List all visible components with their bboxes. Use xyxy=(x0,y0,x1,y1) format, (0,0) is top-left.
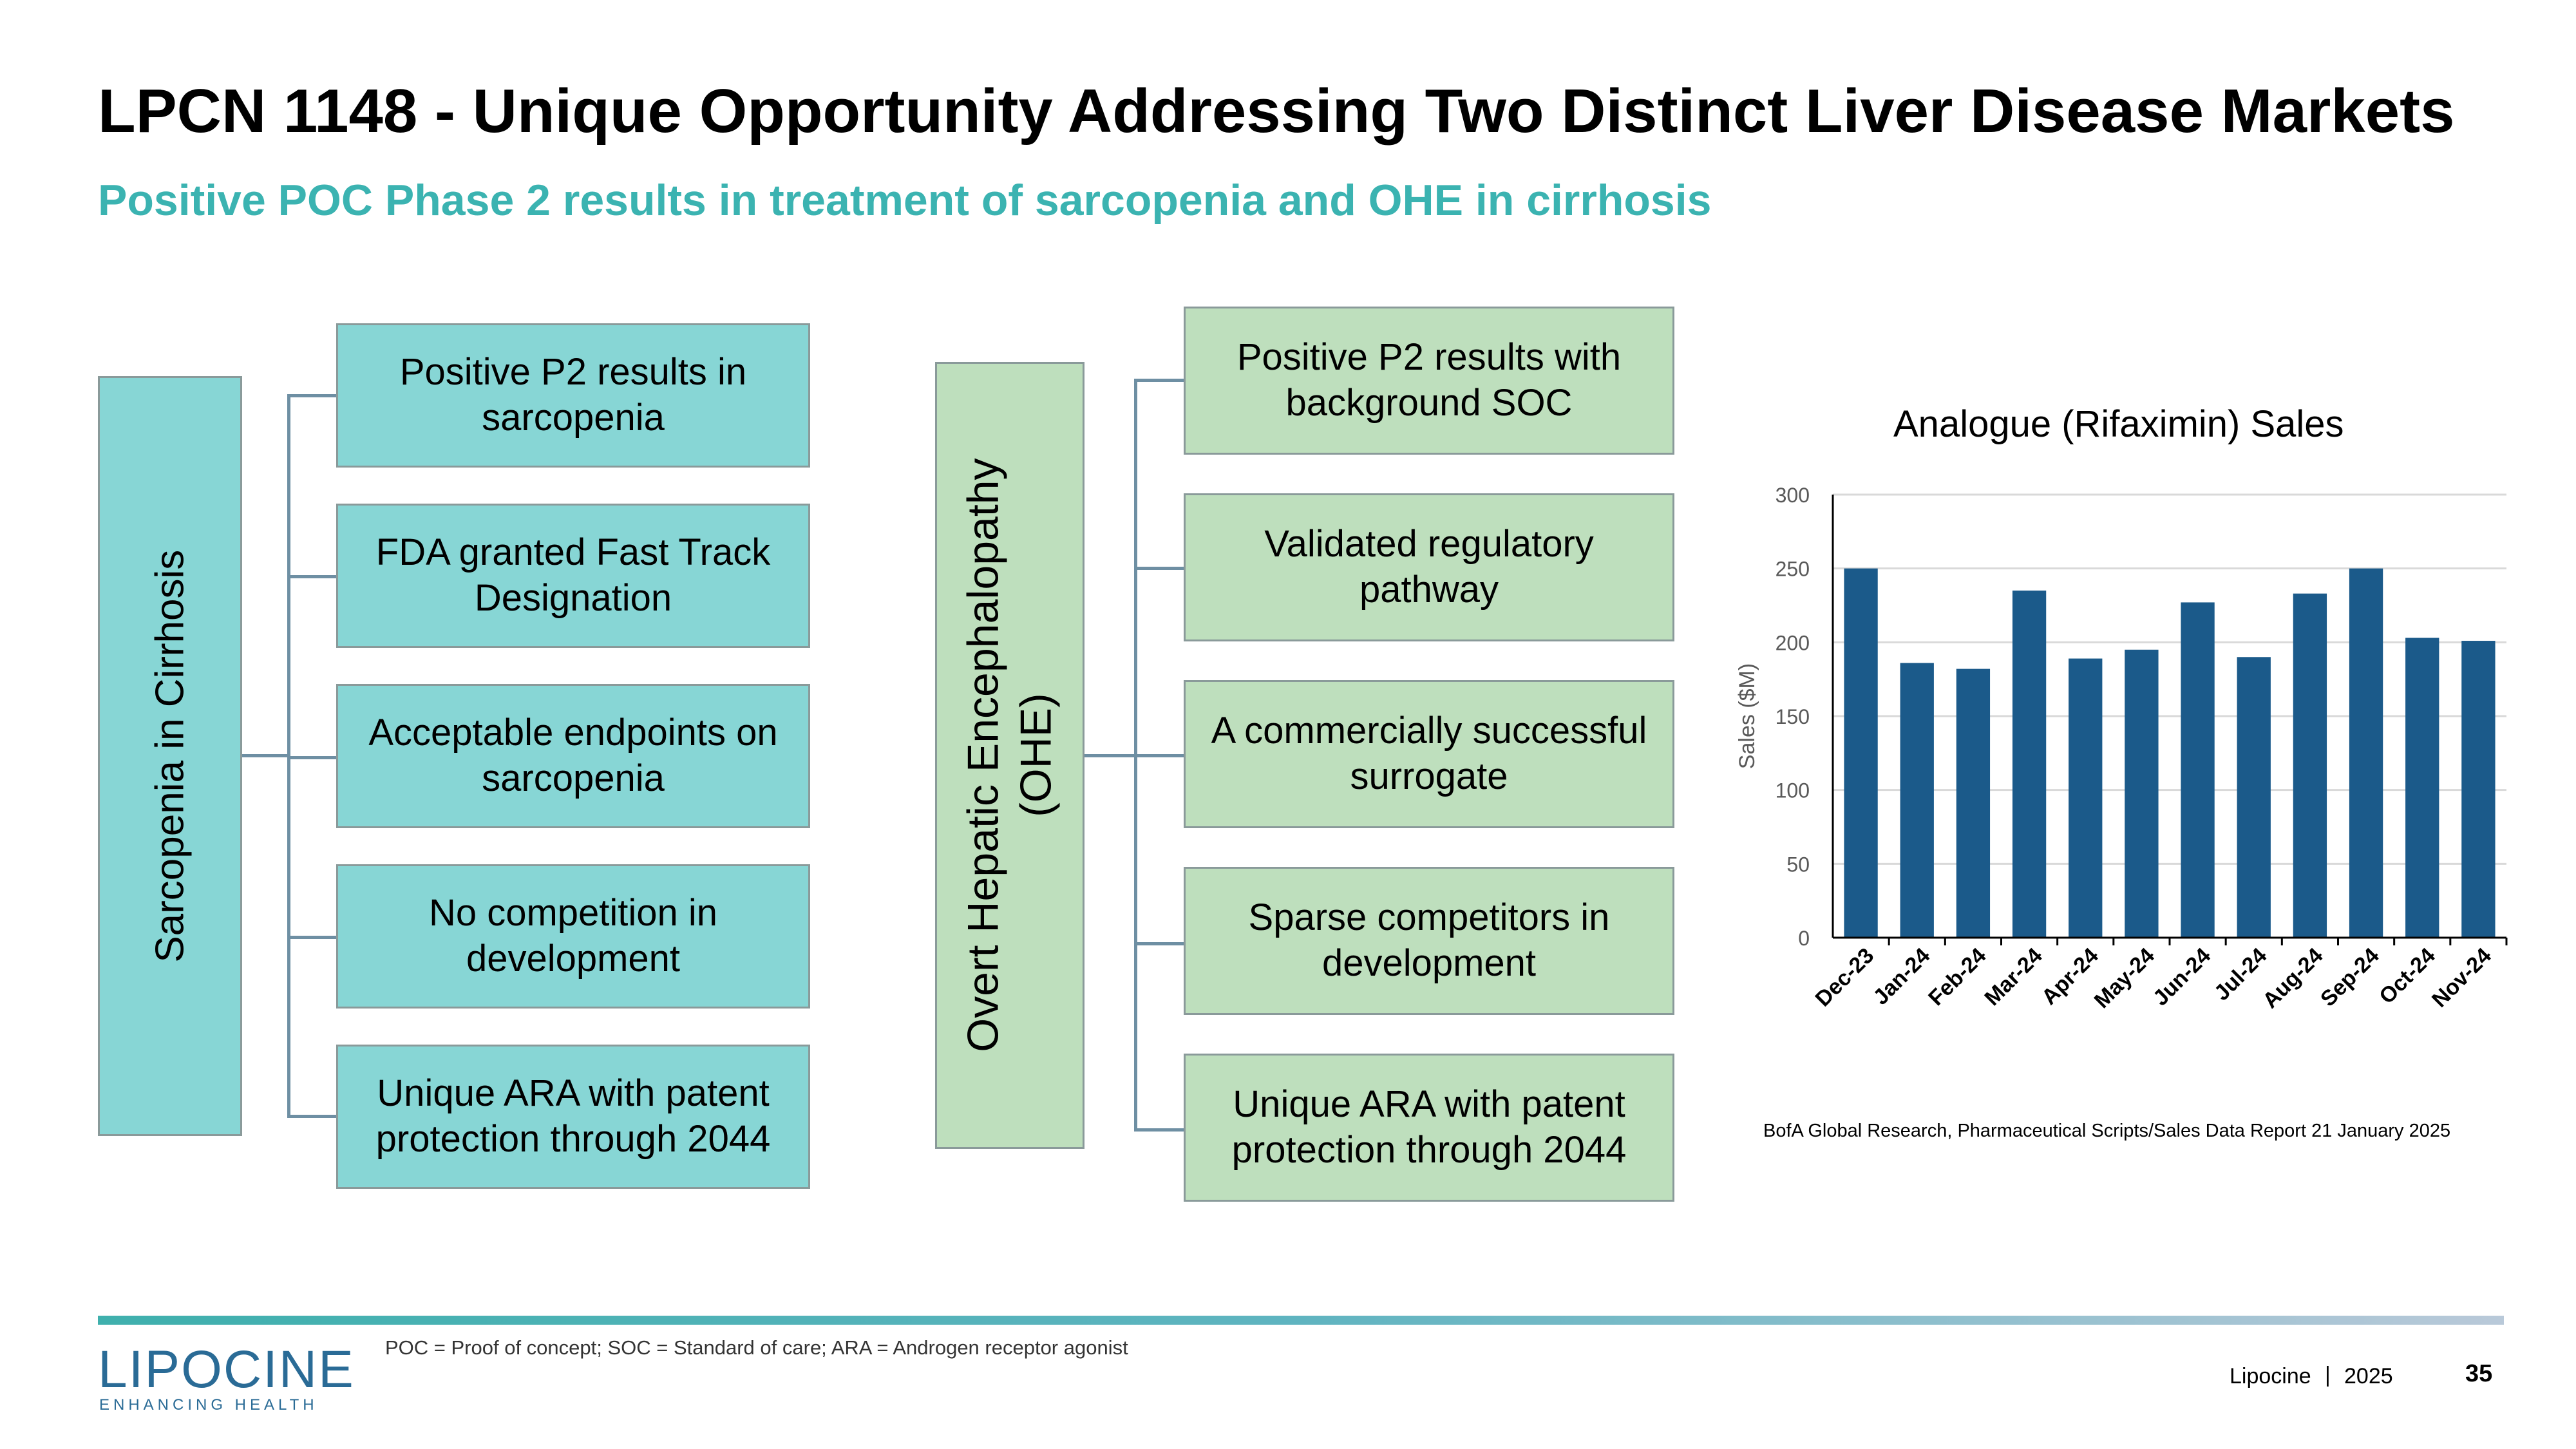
footer-separator: | xyxy=(2325,1363,2331,1387)
bar-jul-24 xyxy=(2237,657,2271,938)
bar-sep-24 xyxy=(2349,568,2383,938)
y-tick-label: 150 xyxy=(1776,705,1810,728)
bar-mar-24 xyxy=(2012,591,2047,938)
x-tick-label: Sep-24 xyxy=(2316,943,2384,1012)
ohe-item: Positive P2 results with background SOC xyxy=(1184,307,1674,455)
x-tick-label: Dec-23 xyxy=(1811,943,1879,1012)
y-tick-label: 250 xyxy=(1776,558,1810,581)
connector-line xyxy=(287,936,339,939)
bar-feb-24 xyxy=(1956,668,1991,938)
ohe-item: Unique ARA with patent protection throug… xyxy=(1184,1054,1674,1202)
y-axis-label: Sales ($M) xyxy=(1735,663,1759,769)
x-tick-label: Nov-24 xyxy=(2427,943,2496,1012)
bar-aug-24 xyxy=(2293,593,2327,938)
ohe-root-label: Overt Hepatic Encephalopathy (OHE) xyxy=(957,459,1062,1052)
connector-line xyxy=(1134,567,1186,570)
connector-line xyxy=(1084,754,1136,757)
sarcopenia-root-label: Sarcopenia in Cirrhosis xyxy=(147,549,192,963)
bar-dec-23 xyxy=(1844,568,1878,938)
ohe-root-box: Overt Hepatic Encephalopathy (OHE) xyxy=(935,362,1084,1149)
sarcopenia-root-box: Sarcopenia in Cirrhosis xyxy=(98,376,242,1136)
bar-jan-24 xyxy=(1900,663,1934,938)
connector-line xyxy=(287,1115,339,1118)
x-tick-label: Oct-24 xyxy=(2374,943,2440,1009)
sarcopenia-item: Unique ARA with patent protection throug… xyxy=(336,1045,810,1189)
page-title: LPCN 1148 - Unique Opportunity Addressin… xyxy=(98,77,2455,146)
connector-line xyxy=(1134,379,1186,382)
connector-line xyxy=(1134,754,1186,757)
footer-company: Lipocine xyxy=(2230,1364,2311,1388)
x-tick-label: Jan-24 xyxy=(1868,943,1935,1010)
footer-year: 2025 xyxy=(2344,1364,2393,1388)
connector-line xyxy=(242,754,289,757)
y-tick-label: 200 xyxy=(1776,631,1810,654)
bar-apr-24 xyxy=(2069,658,2103,938)
x-tick-label: Feb-24 xyxy=(1924,943,1991,1010)
y-tick-label: 300 xyxy=(1776,484,1810,507)
connector-line xyxy=(287,756,339,759)
sarcopenia-item: Positive P2 results in sarcopenia xyxy=(336,323,810,468)
connector-line xyxy=(287,575,339,578)
connector-line xyxy=(1134,1128,1186,1132)
sarcopenia-item: Acceptable endpoints on sarcopenia xyxy=(336,684,810,828)
footnote: POC = Proof of concept; SOC = Standard o… xyxy=(385,1336,1128,1359)
sarcopenia-item: No competition in development xyxy=(336,864,810,1009)
y-tick-label: 50 xyxy=(1786,853,1810,876)
source-note: BofA Global Research, Pharmaceutical Scr… xyxy=(1763,1121,2451,1141)
x-tick-label: Mar-24 xyxy=(1980,943,2047,1010)
page-number: 35 xyxy=(2465,1360,2493,1387)
chart-title: Analogue (Rifaximin) Sales xyxy=(1893,403,2344,445)
x-tick-label: May-24 xyxy=(2090,943,2159,1013)
x-tick-label: Aug-24 xyxy=(2258,943,2327,1013)
bar-jun-24 xyxy=(2181,602,2215,938)
ohe-root-line1: Overt Hepatic Encephalopathy xyxy=(958,458,1008,1053)
bar-oct-24 xyxy=(2405,638,2439,938)
ohe-item: A commercially successful surrogate xyxy=(1184,680,1674,828)
bar-nov-24 xyxy=(2461,641,2496,938)
y-tick-label: 0 xyxy=(1798,927,1810,950)
sales-bar-chart: 0 50 100 150 200 250 300 Dec-23Jan-24Feb-24Mar-… xyxy=(1735,484,2508,1013)
ohe-root-line2: (OHE) xyxy=(1011,693,1061,818)
page-subtitle: Positive POC Phase 2 results in treatmen… xyxy=(98,176,1712,225)
connector-line xyxy=(1134,942,1186,945)
footer-divider-bar xyxy=(98,1316,2504,1325)
connector-line xyxy=(287,394,339,397)
ohe-item: Validated regulatory pathway xyxy=(1184,493,1674,641)
company-logo: LIPOCINE xyxy=(98,1340,355,1399)
sarcopenia-item: FDA granted Fast Track Designation xyxy=(336,504,810,648)
x-tick-label: Jun-24 xyxy=(2148,943,2215,1010)
bar-may-24 xyxy=(2125,649,2159,938)
ohe-item: Sparse competitors in development xyxy=(1184,867,1674,1015)
y-tick-label: 100 xyxy=(1776,779,1810,802)
logo-tagline: ENHANCING HEALTH xyxy=(99,1396,318,1414)
